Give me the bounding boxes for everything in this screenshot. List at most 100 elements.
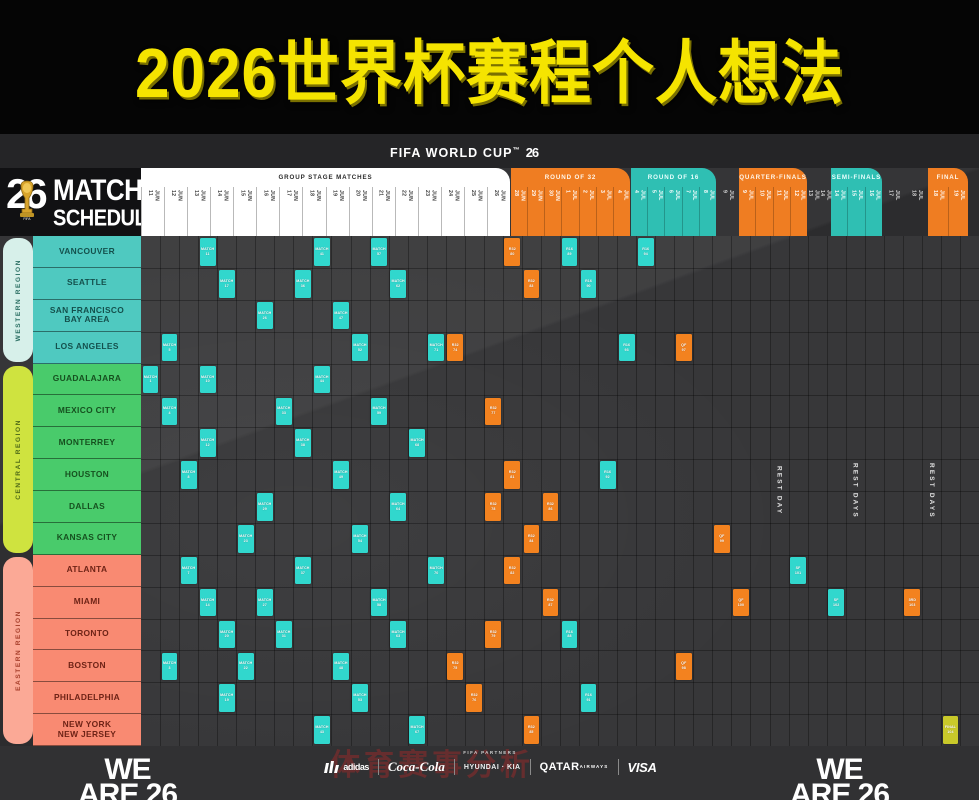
match-cell[interactable]: R32 87 (542, 588, 559, 617)
city-row-label[interactable]: SAN FRANCISCO BAY AREA (33, 299, 141, 332)
match-cell[interactable]: R16 94 (637, 238, 654, 266)
city-row-label[interactable]: VANCOUVER (33, 236, 141, 268)
match-cell[interactable]: MATCH 41 (314, 238, 330, 266)
match-cell[interactable]: FINAL 104 (942, 716, 959, 744)
date-column-final-0[interactable]: JUL 18 (928, 187, 948, 236)
match-cell[interactable]: MATCH 7 (180, 556, 197, 585)
date-column-round-of-32-4[interactable]: JUL 2 (578, 187, 596, 236)
match-cell[interactable]: MATCH 62 (390, 270, 407, 298)
match-cell[interactable]: QF 100 (733, 588, 749, 617)
match-cell[interactable]: MATCH 8 (180, 461, 197, 489)
match-cell[interactable]: MATCH 11 (199, 238, 216, 266)
date-column-quarter-finals-0[interactable]: JUL 9 (739, 187, 755, 236)
match-cell[interactable]: R32 75 (447, 652, 464, 681)
match-cell[interactable]: MATCH 1 (142, 365, 159, 394)
city-row-label[interactable]: TORONTO (33, 618, 141, 651)
date-column-quarter-finals-3[interactable]: JUL 12 (789, 187, 807, 236)
date-column-group-2[interactable]: JUN 13 (187, 187, 210, 236)
match-cell[interactable]: R32 74 (447, 333, 464, 362)
date-column-round-of-16-1[interactable]: JUL 5 (647, 187, 664, 236)
match-cell[interactable]: MATCH 63 (390, 620, 407, 649)
match-cell[interactable]: QF 97 (675, 333, 692, 362)
match-cell[interactable]: R32 82 (504, 556, 521, 585)
date-column-group-14[interactable]: JUN 25 (463, 187, 487, 236)
city-row-label[interactable]: NEW YORK NEW JERSEY (33, 714, 141, 746)
match-cell[interactable]: MATCH 14 (199, 588, 216, 617)
date-column-group-9[interactable]: JUN 20 (348, 187, 372, 236)
date-column-group-0[interactable]: JUN 11 (141, 187, 164, 236)
match-cell[interactable]: MATCH 43 (314, 716, 330, 744)
date-column-round-of-32-0[interactable]: JUN 28 (511, 187, 527, 236)
match-cell[interactable]: MATCH 70 (428, 556, 445, 585)
date-column-round-of-32-3[interactable]: JUL 1 (561, 187, 578, 236)
match-cell[interactable]: MATCH 67 (409, 716, 426, 744)
match-cell[interactable]: SF 102 (828, 588, 845, 617)
rest-date-column-2-0[interactable]: JUL 17 (882, 187, 905, 236)
date-column-round-of-32-6[interactable]: JUL 4 (612, 187, 630, 236)
match-cell[interactable]: MATCH 37 (294, 556, 311, 585)
date-column-group-6[interactable]: JUN 17 (279, 187, 302, 236)
date-column-quarter-finals-2[interactable]: JUL 11 (772, 187, 790, 236)
match-cell[interactable]: R16 93 (618, 333, 635, 362)
match-cell[interactable]: MATCH 53 (352, 684, 368, 712)
match-cell[interactable]: MATCH 38 (294, 429, 311, 457)
match-cell[interactable]: MATCH 49 (333, 461, 349, 489)
match-cell[interactable]: R16 89 (561, 238, 578, 266)
match-cell[interactable]: MATCH 44 (314, 365, 330, 394)
date-column-group-1[interactable]: JUN 12 (164, 187, 187, 236)
match-cell[interactable]: R32 80 (504, 238, 521, 266)
date-column-quarter-finals-1[interactable]: JUL 10 (755, 187, 772, 236)
match-cell[interactable]: MATCH 48 (333, 652, 349, 681)
date-column-round-of-32-5[interactable]: JUL 3 (595, 187, 613, 236)
city-row-label[interactable]: SEATTLE (33, 267, 141, 300)
city-row-label[interactable]: MONTERREY (33, 427, 141, 460)
date-column-group-5[interactable]: JUN 16 (256, 187, 279, 236)
match-cell[interactable]: MATCH 58 (371, 588, 387, 617)
match-cell[interactable]: MATCH 29 (256, 493, 273, 521)
date-column-round-of-16-4[interactable]: JUL 8 (698, 187, 716, 236)
match-cell[interactable]: MATCH 71 (428, 333, 445, 362)
match-cell[interactable]: SF 101 (790, 556, 806, 585)
match-cell[interactable]: R16 90 (580, 270, 597, 298)
date-column-final-1[interactable]: JUL 19 (947, 187, 969, 236)
match-cell[interactable]: MATCH 27 (256, 588, 273, 617)
rest-date-column-1-0[interactable]: JUL 13 (807, 187, 820, 236)
match-cell[interactable]: MATCH 22 (237, 652, 254, 681)
date-column-group-8[interactable]: JUN 19 (325, 187, 349, 236)
city-row-label[interactable]: PHILADELPHIA (33, 682, 141, 715)
date-column-group-15[interactable]: JUN 26 (486, 187, 510, 236)
match-cell[interactable]: R32 83 (523, 270, 540, 298)
match-cell[interactable]: MATCH 64 (390, 493, 407, 521)
city-row-label[interactable]: KANSAS CITY (33, 522, 141, 555)
date-column-round-of-16-2[interactable]: JUL 6 (664, 187, 681, 236)
match-cell[interactable]: MATCH 19 (218, 684, 235, 712)
match-cell[interactable]: R16 92 (599, 461, 616, 489)
match-cell[interactable]: 3RD 103 (904, 588, 921, 617)
date-column-group-13[interactable]: JUN 24 (440, 187, 464, 236)
city-row-label[interactable]: LOS ANGELES (33, 331, 141, 364)
match-cell[interactable]: R32 84 (523, 525, 540, 553)
city-row-label[interactable]: GUADALAJARA (33, 363, 141, 396)
match-cell[interactable]: MATCH 5 (161, 333, 178, 362)
match-cell[interactable]: R32 86 (542, 493, 559, 521)
match-cell[interactable]: MATCH 54 (352, 525, 368, 553)
match-cell[interactable]: MATCH 17 (218, 270, 235, 298)
date-column-group-7[interactable]: JUN 18 (302, 187, 325, 236)
match-cell[interactable]: R16 91 (580, 684, 597, 712)
match-cell[interactable]: R32 81 (504, 461, 521, 489)
date-column-round-of-32-1[interactable]: JUN 29 (527, 187, 544, 236)
match-cell[interactable]: R32 85 (523, 716, 540, 744)
match-cell[interactable]: R16 88 (561, 620, 578, 649)
match-cell[interactable]: MATCH 26 (256, 301, 273, 330)
match-cell[interactable]: MATCH 68 (409, 429, 426, 457)
city-row-label[interactable]: BOSTON (33, 650, 141, 683)
date-column-group-3[interactable]: JUN 14 (210, 187, 233, 236)
match-cell[interactable]: MATCH 12 (199, 429, 216, 457)
match-cell[interactable]: MATCH 10 (199, 365, 216, 394)
match-cell[interactable]: R32 76 (466, 684, 483, 712)
match-cell[interactable]: MATCH 4 (161, 397, 178, 426)
match-cell[interactable]: MATCH 20 (218, 620, 235, 649)
match-cell[interactable]: QF 99 (713, 525, 730, 553)
match-cell[interactable]: R32 77 (485, 397, 502, 426)
city-row-label[interactable]: MEXICO CITY (33, 395, 141, 428)
